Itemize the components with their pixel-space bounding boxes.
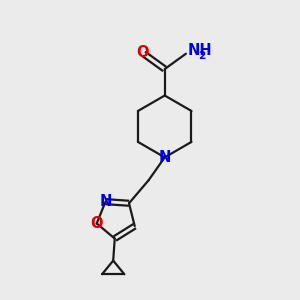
Text: N: N [158,150,171,165]
Text: 2: 2 [199,51,206,61]
Text: O: O [136,45,148,60]
Text: O: O [91,216,103,231]
Text: NH: NH [188,43,212,58]
Text: N: N [99,194,112,209]
